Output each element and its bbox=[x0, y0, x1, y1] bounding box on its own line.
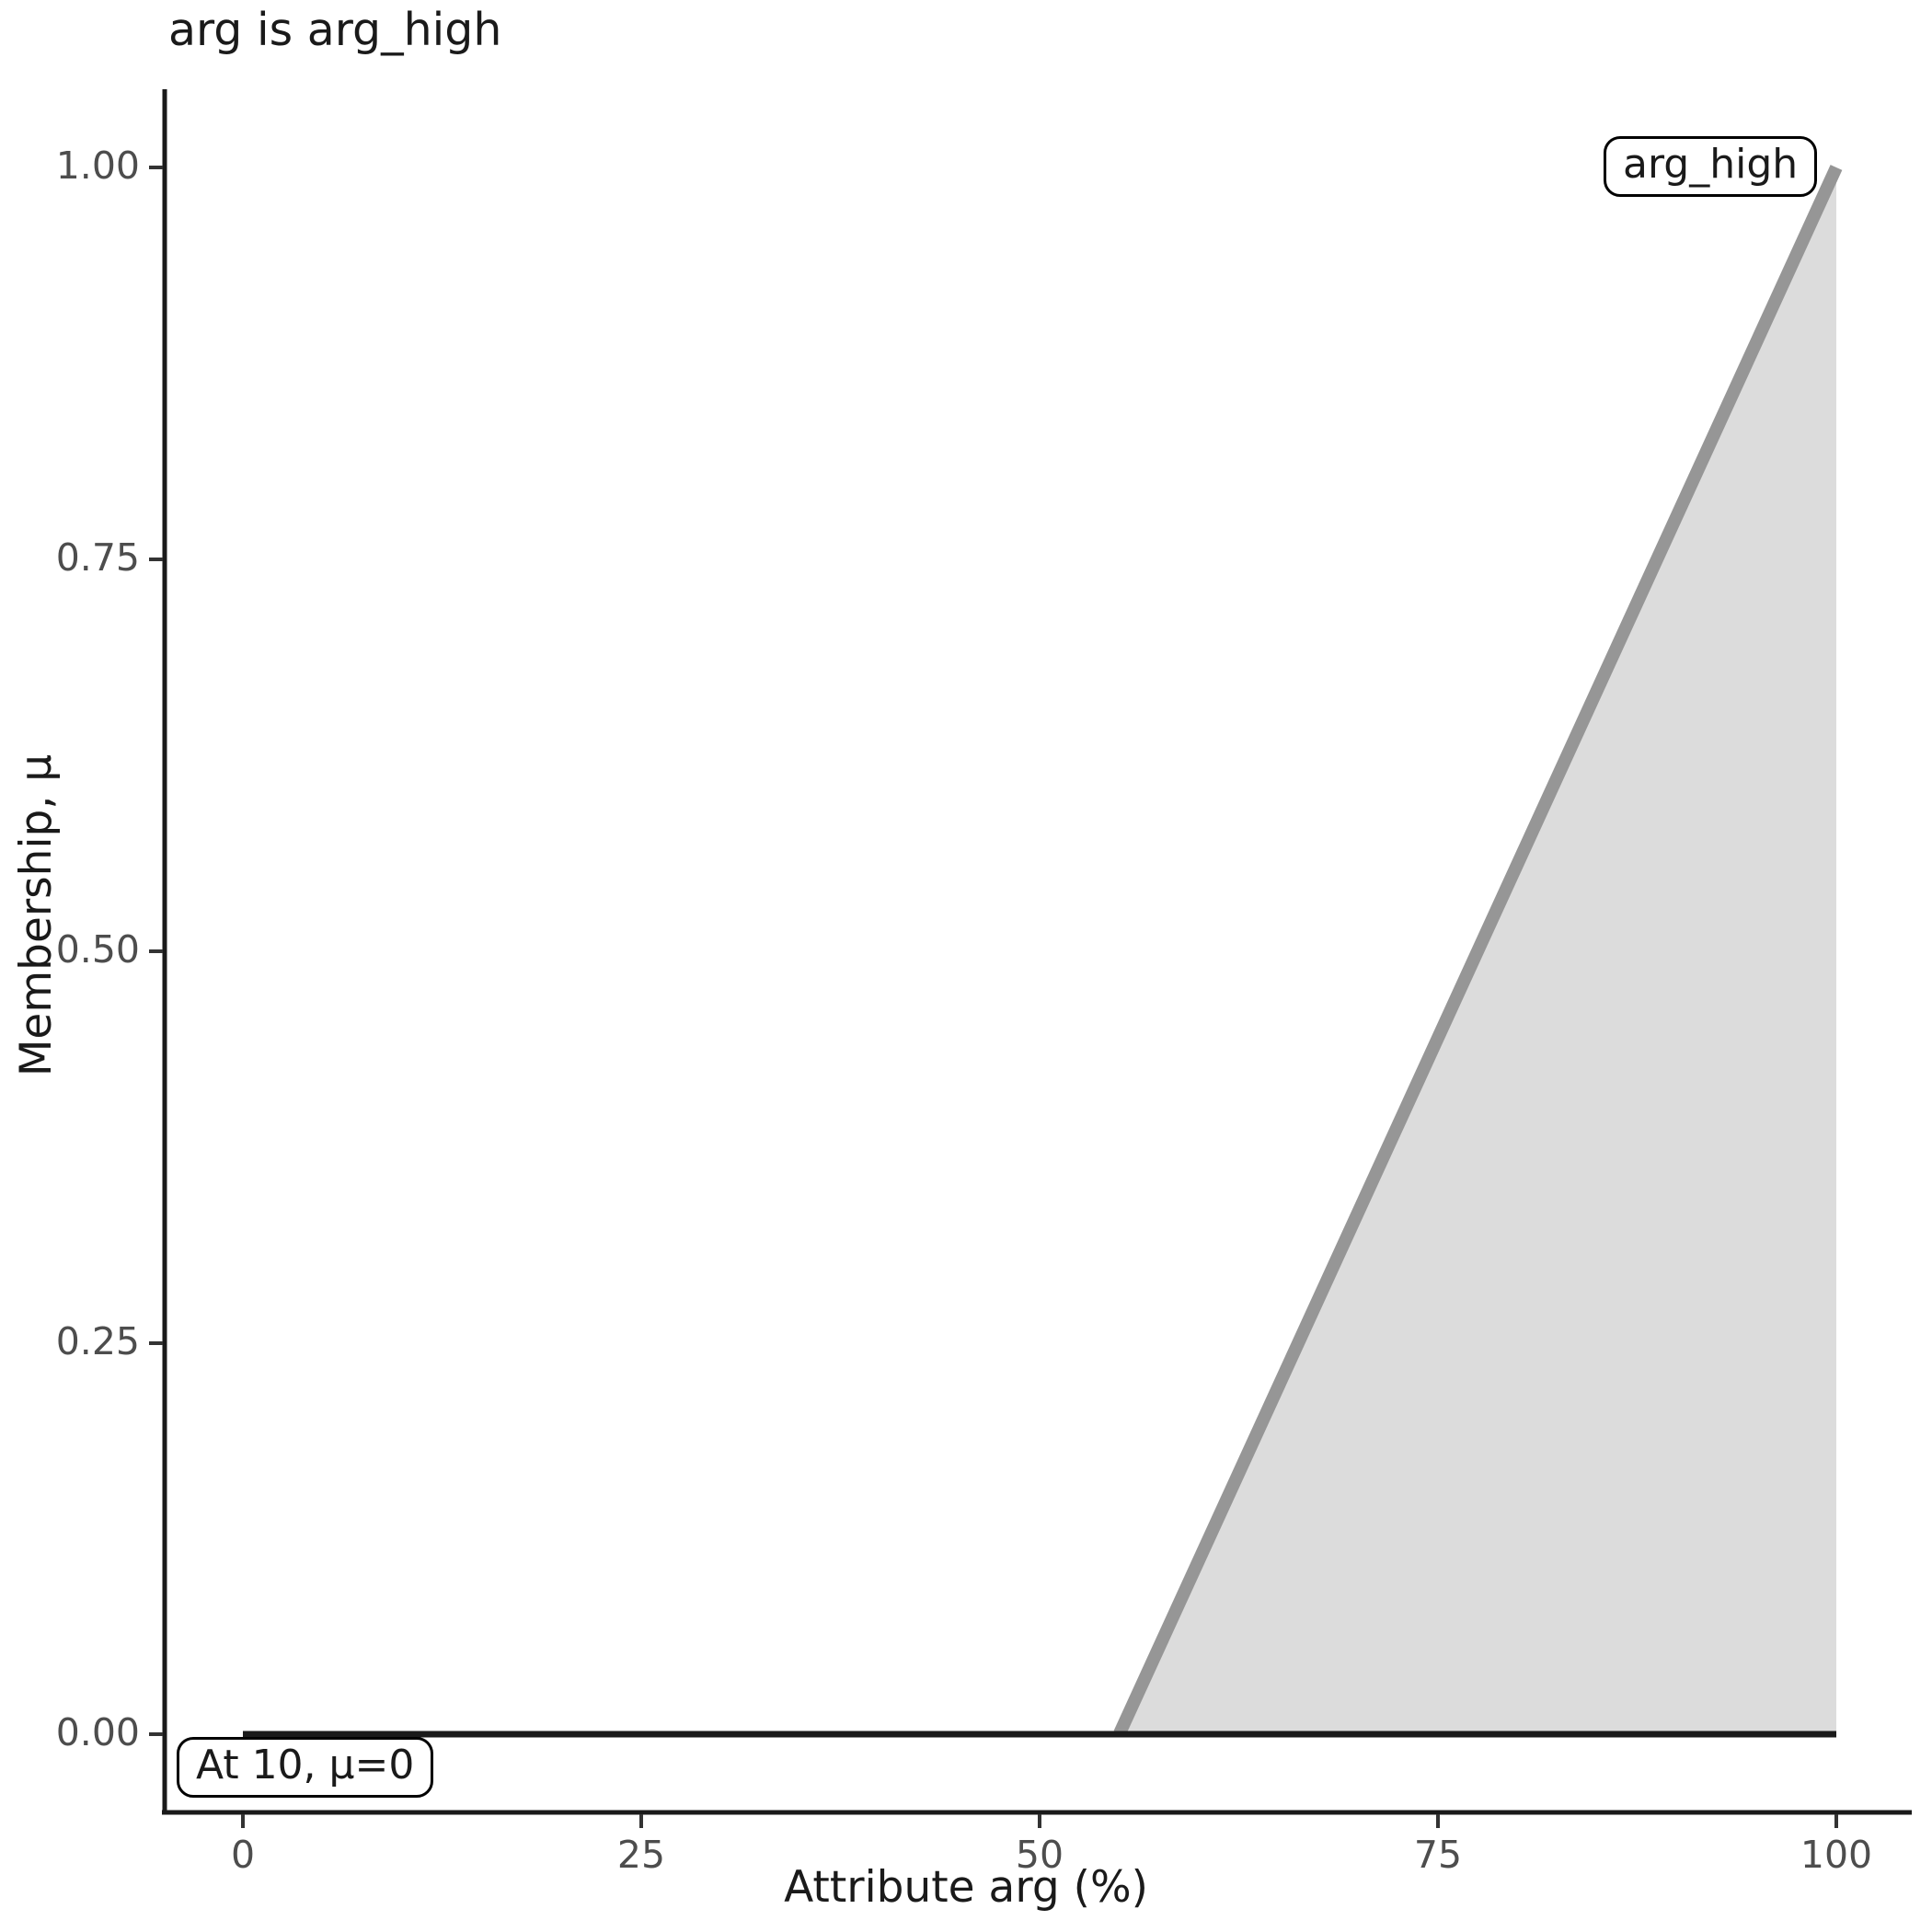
x-tick-label-75: 75 bbox=[1413, 1833, 1463, 1877]
y-axis-title-text: Membership, μ bbox=[11, 753, 62, 1077]
y-tick-label-1.00: 1.00 bbox=[55, 144, 140, 188]
annotation-at-value: At 10, μ=0 bbox=[177, 1737, 434, 1799]
membership-line bbox=[1113, 165, 1843, 1736]
y-tick-marks bbox=[149, 166, 163, 1736]
y-tick-label-0.25: 0.25 bbox=[55, 1319, 140, 1363]
y-tick-label-0.75: 0.75 bbox=[55, 535, 140, 580]
y-tick-label-0.00: 0.00 bbox=[55, 1710, 140, 1754]
plot-title: arg is arg_high bbox=[168, 4, 502, 56]
annotation-arg-high: arg_high bbox=[1604, 136, 1818, 198]
x-axis-title: Attribute arg (%) bbox=[784, 1862, 1148, 1913]
x-tick-label-0: 0 bbox=[230, 1833, 256, 1877]
y-tick-label-0.50: 0.50 bbox=[55, 927, 140, 972]
x-tick-label-50: 50 bbox=[1015, 1833, 1064, 1877]
x-tick-label-100: 100 bbox=[1800, 1833, 1873, 1877]
x-tick-label-25: 25 bbox=[616, 1833, 666, 1877]
x-tick-marks bbox=[241, 1814, 1838, 1828]
